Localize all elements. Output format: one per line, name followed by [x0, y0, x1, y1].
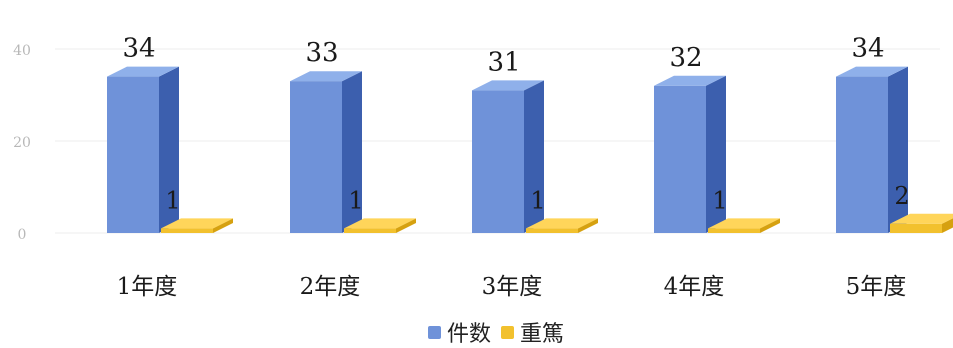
legend-item-count: 件数 — [428, 316, 491, 348]
data-label-count: 31 — [487, 47, 520, 77]
data-label-count: 34 — [122, 34, 155, 64]
bar-severe — [344, 218, 416, 233]
bar-severe-top — [890, 213, 953, 224]
bar-severe-front — [526, 228, 578, 233]
y-tick-label: 0 — [18, 227, 27, 243]
data-labels: 34 1 33 1 31 1 32 1 34 2 — [122, 34, 909, 215]
bar-severe-front — [708, 228, 760, 233]
legend-swatch-count — [428, 325, 441, 339]
bar-severe-top — [344, 218, 416, 229]
data-label-severe: 2 — [894, 182, 909, 210]
bar-count-front — [654, 85, 706, 233]
bar-count-side — [159, 66, 179, 233]
y-tick-label: 40 — [13, 43, 31, 59]
bar-severe-front — [344, 228, 396, 233]
x-tick-label: 1年度 — [117, 274, 178, 300]
bar-count-top — [654, 75, 726, 86]
bar-count-front — [290, 81, 342, 233]
bar-count-top — [290, 71, 362, 82]
bar-count-top — [836, 66, 908, 77]
bar-count — [290, 71, 362, 233]
legend-item-severe: 重篤 — [501, 316, 564, 348]
bar-severe-top — [708, 218, 780, 229]
bar-count — [836, 66, 908, 233]
data-label-count: 32 — [669, 43, 702, 73]
bar-count — [654, 75, 726, 233]
bar-count-front — [836, 76, 888, 233]
legend-label-count: 件数 — [447, 322, 492, 347]
bar-severe — [708, 218, 780, 233]
bar-count-front — [107, 76, 159, 233]
bar-count-side — [342, 71, 362, 233]
bar-count-front — [472, 90, 524, 234]
bar-severe — [890, 213, 953, 233]
bar-count-top — [107, 66, 179, 77]
x-tick-label: 2年度 — [300, 274, 361, 300]
data-label-severe: 1 — [165, 186, 180, 214]
bar-severe-front — [161, 228, 213, 233]
bar-severe — [526, 218, 598, 233]
x-tick-label: 5年度 — [846, 274, 907, 300]
legend: 件数 重篤 — [428, 316, 564, 348]
data-label-severe: 1 — [712, 186, 727, 214]
x-axis: 1年度 2年度 3年度 4年度 5年度 — [117, 274, 907, 300]
bars — [107, 66, 953, 234]
legend-swatch-severe — [501, 325, 515, 339]
legend-label-severe: 重篤 — [520, 322, 565, 347]
data-label-count: 34 — [851, 34, 884, 64]
data-label-severe: 1 — [348, 186, 363, 214]
bar-severe-side — [396, 218, 416, 233]
bar-severe-side — [760, 218, 780, 233]
bar-count-side — [524, 80, 544, 234]
bar-severe-side — [942, 218, 953, 233]
bar-count-top — [472, 80, 544, 91]
x-tick-label: 4年度 — [664, 274, 725, 300]
data-label-count: 33 — [305, 38, 338, 68]
bar-count — [107, 66, 179, 233]
y-axis: 0 20 40 — [13, 43, 31, 243]
bar-severe-top — [526, 218, 598, 229]
bar-count — [472, 80, 544, 234]
bar-severe-side — [213, 218, 233, 233]
bar-severe-top — [161, 218, 233, 229]
bar-count-side — [888, 66, 908, 233]
y-tick-label: 20 — [13, 135, 31, 151]
bar-severe — [161, 218, 233, 233]
bar-severe-side — [578, 218, 598, 233]
x-tick-label: 3年度 — [482, 274, 543, 300]
bar-severe-front — [890, 223, 942, 233]
bar-count-side — [706, 75, 726, 233]
data-label-severe: 1 — [530, 186, 545, 214]
